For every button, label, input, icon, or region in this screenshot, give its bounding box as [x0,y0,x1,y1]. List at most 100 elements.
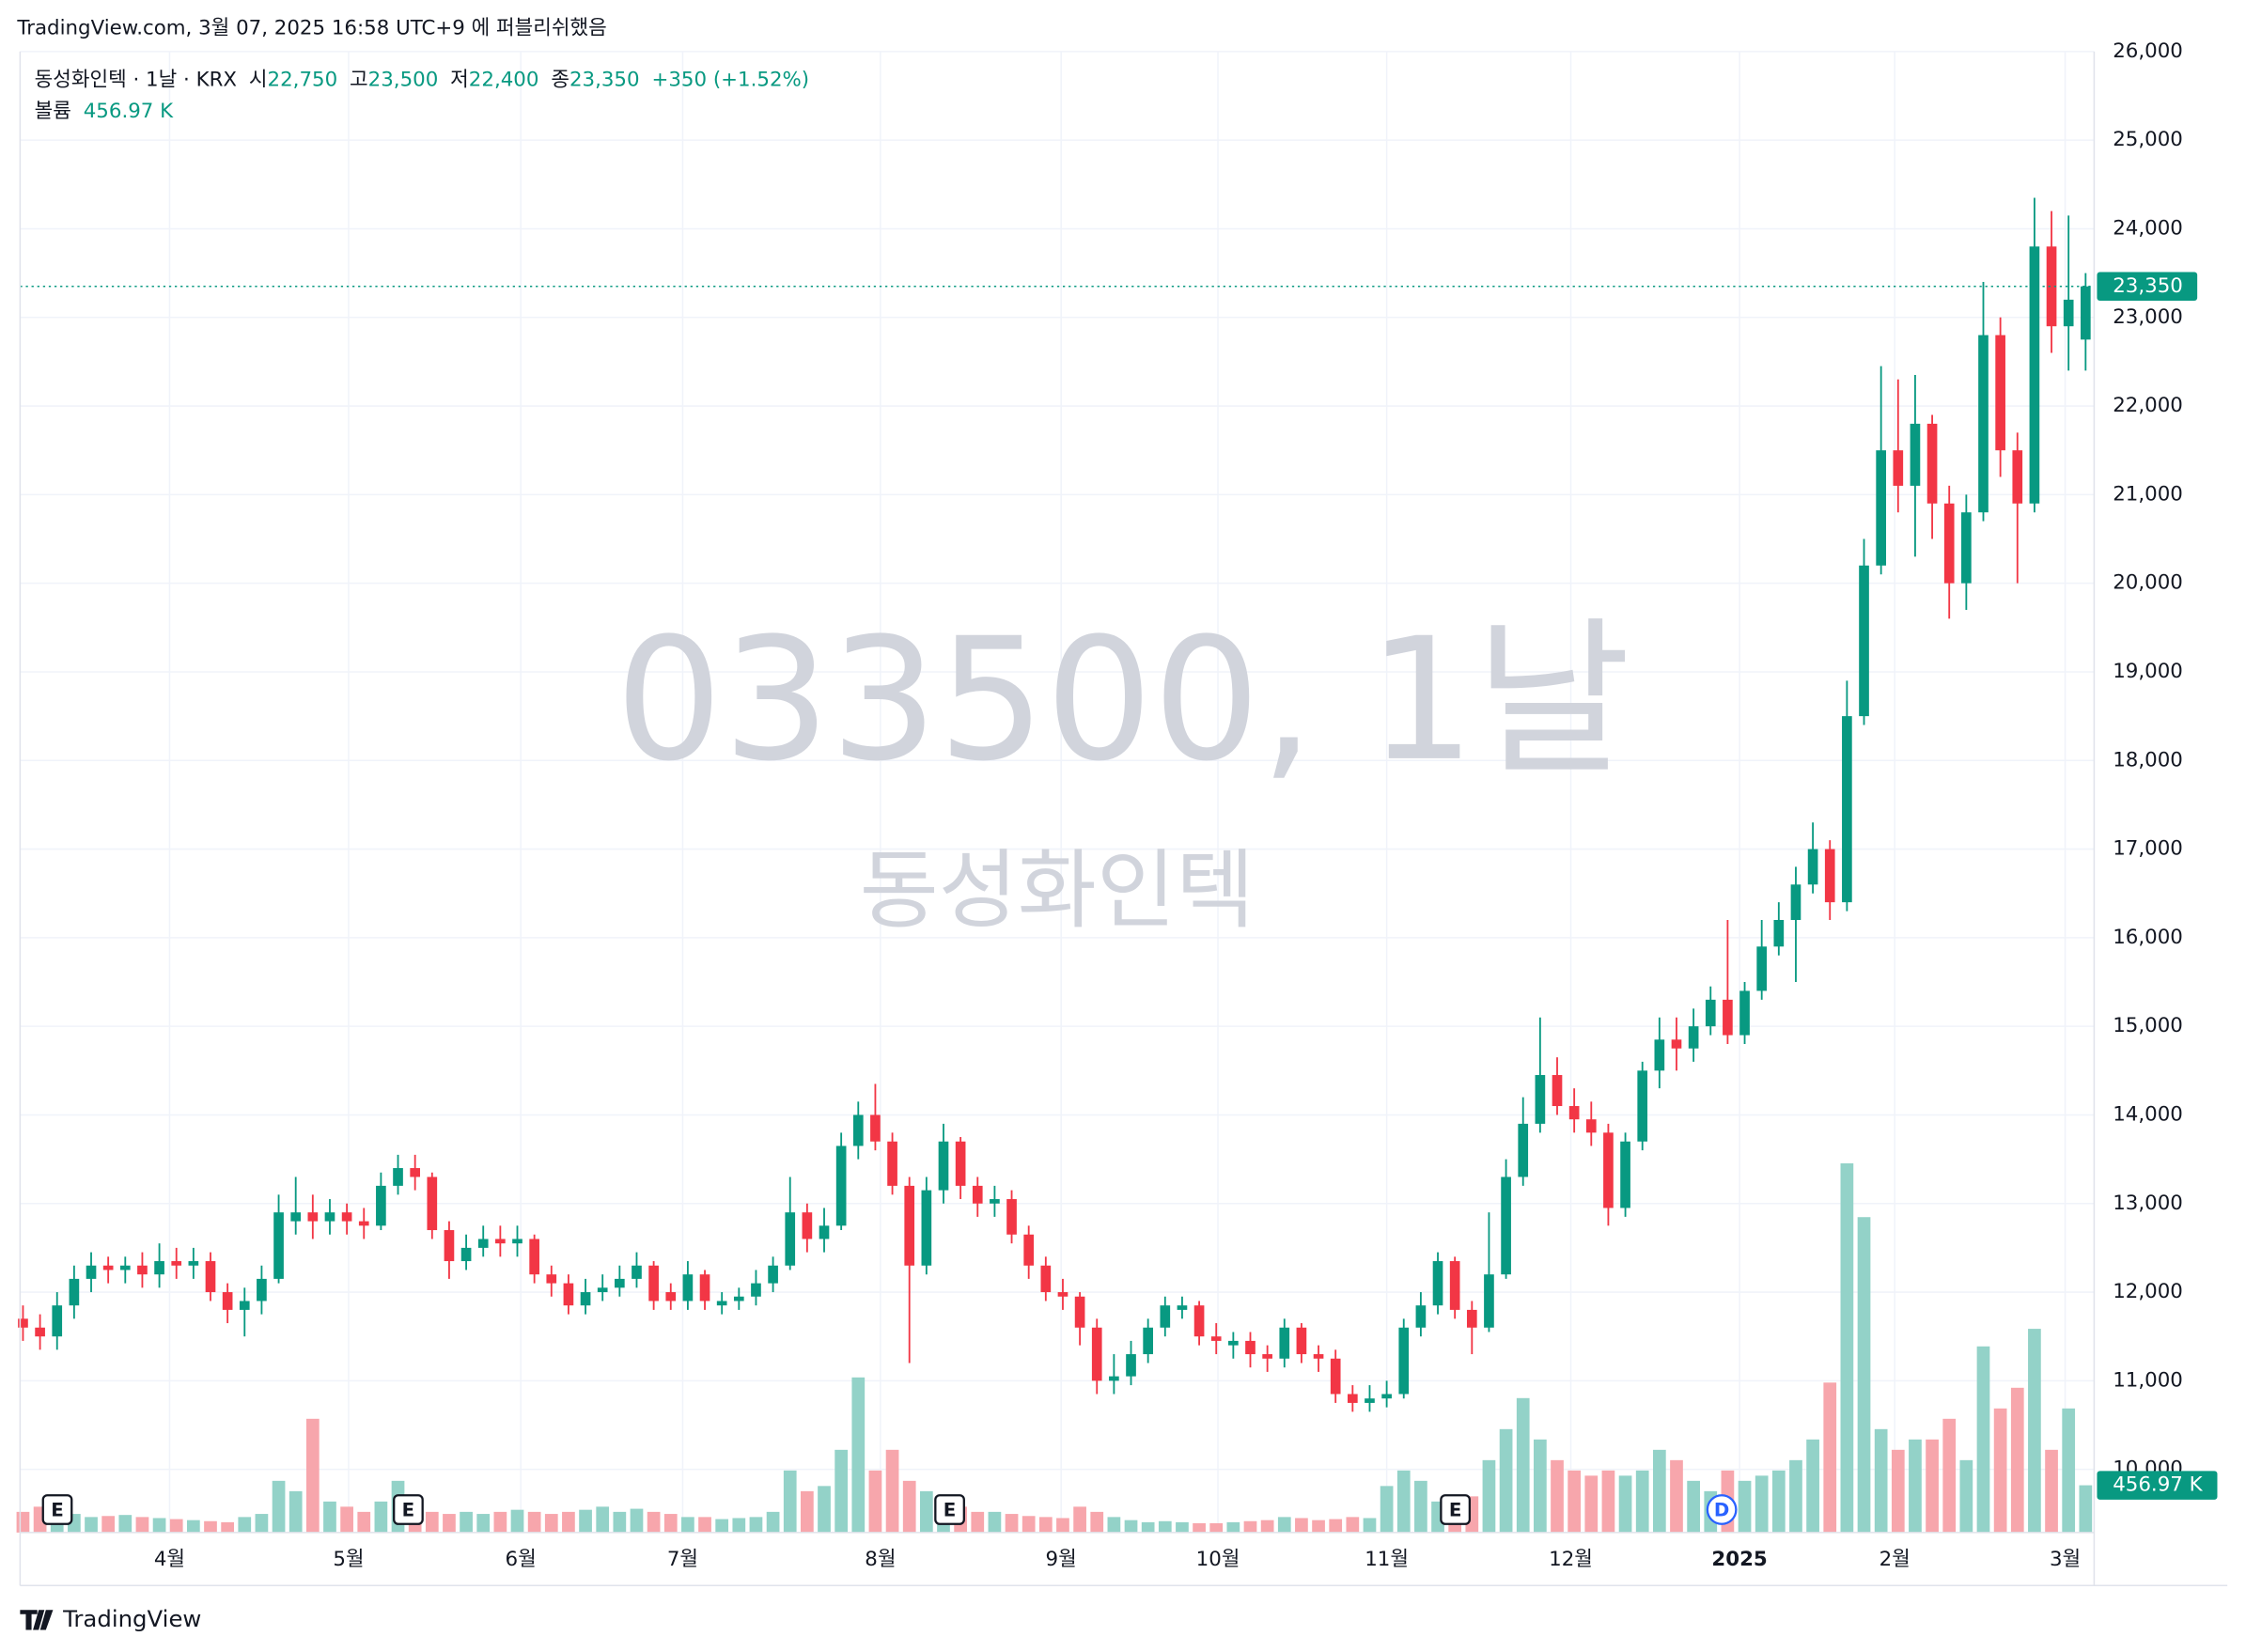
high-label: 고 [350,68,368,91]
volume-bar [1124,1520,1138,1533]
event-marker [393,1494,424,1525]
volume-bar [630,1508,644,1533]
logo-mark [20,1610,54,1630]
candle-body [1466,1309,1477,1328]
candle-body [427,1177,438,1231]
open-value: 22,750 [268,68,338,91]
volume-bar [1534,1439,1547,1533]
close-label: 종 [551,68,569,91]
candle-body [205,1261,216,1293]
candle-body [1568,1106,1580,1120]
candle-body [154,1261,164,1275]
volume-bar [1652,1449,1666,1533]
candle-body [1210,1336,1222,1341]
candle-body [188,1261,199,1266]
x-tick-label: 10월 [1196,1548,1240,1571]
candle-body [358,1221,369,1226]
y-tick-label: 16,000 [2113,926,2183,949]
volume-bar [749,1517,763,1533]
candle-body [1859,565,1869,717]
candle-body [1910,423,1921,486]
candle-body [290,1212,302,1222]
x-tick-label: 12월 [1549,1548,1593,1571]
volume-bar [1926,1439,1939,1533]
candle-body [444,1230,455,1262]
candle-body [1228,1340,1239,1346]
x-tick-label: 2월 [1879,1548,1911,1571]
volume-bar [1584,1475,1599,1533]
candle-body [1057,1292,1068,1297]
candle-body [1585,1119,1597,1133]
candle-body [1620,1141,1630,1208]
candle-body [1109,1376,1119,1381]
volume-bar [204,1520,217,1533]
volume-bar [801,1490,814,1533]
candle-body [1773,919,1785,947]
x-tick-label: 11월 [1365,1548,1409,1571]
volume-bar [425,1511,439,1533]
candle-body [870,1114,881,1142]
candle-body [1484,1274,1494,1328]
candle-body [1705,999,1716,1027]
volume-bar [1090,1511,1104,1533]
volume-bar [2079,1485,2093,1533]
x-tick-label: 3월 [2050,1548,2081,1571]
candle-body [2012,450,2023,504]
y-tick-label: 22,000 [2113,394,2183,417]
candle-body [1842,716,1852,903]
volume-bar [493,1511,507,1533]
y-tick-label: 20,000 [2113,571,2183,595]
volume-bar [885,1449,899,1533]
volume-bar [101,1516,116,1533]
volume-bar [1073,1506,1086,1533]
candle-body [751,1283,761,1297]
high-value: 23,500 [368,68,439,91]
candle-body [460,1247,472,1262]
last-price-tag [2097,272,2198,302]
volume-tag [2097,1471,2218,1500]
candle-body [546,1274,557,1284]
volume-bar [1516,1397,1530,1533]
volume-bar [186,1520,200,1533]
candle-body [716,1301,727,1306]
candle-body [563,1283,574,1306]
volume-bar [1482,1459,1496,1533]
footer-text: TradingView [62,1605,201,1632]
ohlc-header: 동성화인텍 · 1날 · KRX 시22,750 고23,500 저22,400… [35,68,809,91]
candle-body [1074,1296,1085,1328]
volume-bar [1635,1470,1649,1533]
volume-bar [919,1490,933,1533]
volume-value: 456.97 K [84,100,174,123]
y-tick-label: 19,000 [2113,660,2183,683]
candle-body [257,1278,267,1301]
candle-body [1347,1394,1358,1403]
candle-body [86,1265,97,1279]
event-label: E [1449,1500,1462,1521]
volume-header: 볼륨 456.97 K [35,100,175,123]
volume-bar [1959,1459,1973,1533]
volume-bar [1618,1475,1632,1533]
volume-bar [1346,1517,1360,1533]
candle-body [1790,884,1801,920]
event-marker [1440,1494,1471,1525]
candle-body [597,1287,608,1293]
volume-bar [715,1519,729,1533]
candle-body [785,1212,796,1266]
volume-bar [374,1501,388,1533]
candle-body [921,1190,932,1266]
candle-body [1330,1358,1341,1395]
x-tick-label: 4월 [154,1548,185,1571]
candle-body [1279,1327,1290,1359]
volume-bar [1226,1521,1240,1533]
candle-body [1160,1305,1171,1328]
candle-body [2080,286,2091,340]
volume-bar [1022,1516,1036,1533]
candle-body [1603,1132,1614,1208]
candle-body [1245,1340,1256,1355]
volume-bar [834,1449,849,1533]
candle-body [887,1141,897,1186]
volume-bar [1363,1518,1377,1533]
candle-body [1756,946,1768,991]
watermark-subtitle: 동성화인텍 [860,840,1256,941]
candle-body [1739,990,1750,1036]
